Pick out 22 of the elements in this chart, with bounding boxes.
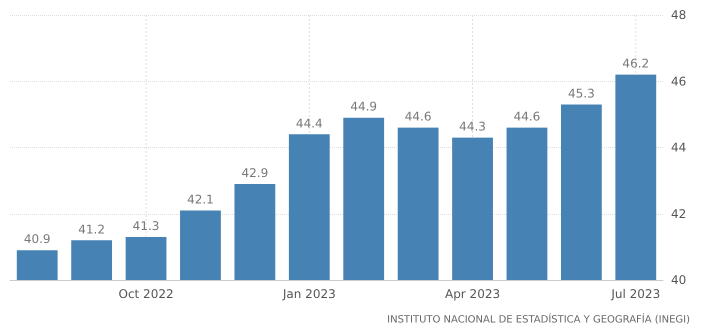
data-label: 44.3	[459, 120, 486, 134]
x-tick-label: Apr 2023	[444, 287, 500, 301]
y-tick-label: 42	[671, 206, 686, 221]
data-label: 44.6	[514, 110, 540, 124]
y-tick-label: 44	[671, 140, 686, 154]
data-label: 45.3	[568, 86, 595, 100]
x-tick-label: Jan 2023	[282, 287, 336, 301]
data-label: 40.9	[24, 232, 51, 246]
data-label: 46.2	[622, 56, 650, 71]
y-tick-label: 46	[671, 74, 686, 88]
x-tick-label: Jul 2023	[610, 287, 660, 301]
data-label: 41.2	[78, 222, 105, 236]
x-tick-label: Oct 2022	[118, 287, 174, 301]
y-tick-label: 48	[671, 8, 686, 22]
data-label: 42.1	[187, 192, 214, 206]
data-label: 42.9	[242, 166, 268, 180]
text: INSTITUTO NACIONAL DE ESTADÍSTICA Y GEOGRAFÍA (INEGI)	[387, 312, 690, 326]
data-label: 44.9	[350, 100, 378, 114]
data-label: 44.6	[404, 110, 432, 124]
data-label: 44.4	[296, 116, 323, 130]
data-label: 41.3	[132, 218, 160, 233]
y-tick-label: 40	[671, 273, 686, 287]
